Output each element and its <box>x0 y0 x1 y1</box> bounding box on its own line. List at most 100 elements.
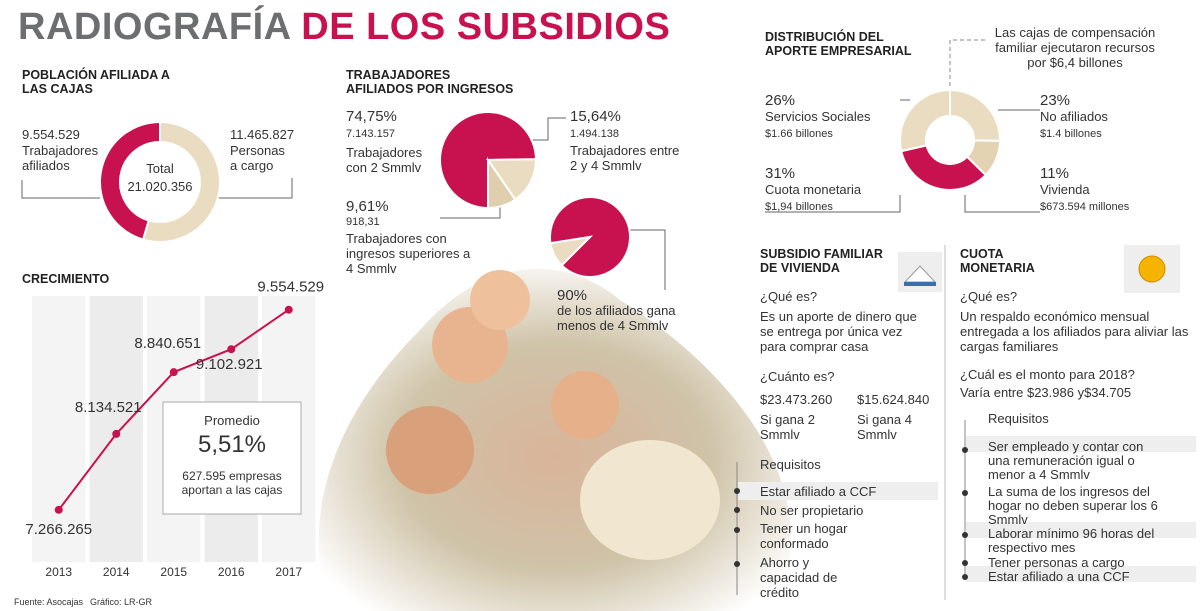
requirement: Ser empleado y contar con una remuneraci… <box>988 439 1144 482</box>
category-label: Servicios Sociales <box>765 109 871 124</box>
amount-label: $1.4 billones <box>1040 128 1102 140</box>
connector <box>530 117 566 141</box>
title: RADIOGRAFÍA DE LOS SUBSIDIOS <box>18 6 670 49</box>
x-tick-label: 2015 <box>160 565 187 579</box>
value-label: 9.554.529 <box>22 127 80 142</box>
bullet <box>962 532 968 538</box>
req-band <box>966 522 1196 538</box>
connector <box>964 195 1040 213</box>
amount-text: Si gana 4 Smmlv <box>857 412 912 442</box>
callout-box <box>162 401 302 515</box>
photo-face <box>470 270 530 330</box>
req-band <box>966 436 1196 452</box>
connectors <box>21 99 1040 290</box>
value-label: 8.134.521 <box>75 399 142 416</box>
requirement: Laborar mínimo 96 horas del respectivo m… <box>988 526 1155 555</box>
req-band <box>738 482 938 500</box>
bullet <box>962 574 968 580</box>
question: ¿Qué es? <box>960 289 1018 304</box>
point <box>227 345 236 354</box>
connector <box>21 180 100 199</box>
value-label: 9.554.529 <box>257 279 324 296</box>
connector <box>440 206 501 219</box>
point <box>54 505 63 514</box>
connector <box>218 178 293 199</box>
title-part: RADIOGRAFÍA <box>18 6 291 48</box>
question: ¿Cuánto es? <box>760 369 835 384</box>
note-connector <box>949 39 985 88</box>
x-tick-label: 2016 <box>218 565 245 579</box>
connector <box>765 195 901 213</box>
category-label: Trabajadores afiliados <box>22 143 99 173</box>
requirements-title: Requisitos <box>988 411 1049 426</box>
bullet <box>734 507 740 513</box>
requirement: No ser propietario <box>760 503 864 518</box>
slice <box>141 120 221 243</box>
source: Fuente: Asocajas <box>14 597 84 607</box>
chart-title: CRECIMIENTO <box>22 272 110 286</box>
question: ¿Cuál es el monto para 2018? <box>960 367 1135 382</box>
column-band <box>32 296 86 562</box>
requirement: Estar afiliado a una CCF <box>988 569 1130 584</box>
point <box>284 305 293 314</box>
category-label: Trabajadores entre 2 y 4 Smmlv <box>570 143 680 173</box>
center-value: 21.020.356 <box>127 179 193 194</box>
category-label: Trabajadores con ingresos superiores a 4… <box>346 231 471 276</box>
bullets <box>734 447 968 580</box>
callout-title: Promedio <box>204 413 260 428</box>
value-label: 31% <box>765 165 796 182</box>
value-label: 11% <box>1040 165 1069 182</box>
category-label: Cuota monetaria <box>765 182 862 197</box>
x-tick-label: 2014 <box>103 565 130 579</box>
house-icon-base <box>904 282 936 286</box>
requirement: Ahorro y capacidad de crédito <box>760 555 838 600</box>
amount-text: Si gana 2 Smmlv <box>760 412 815 442</box>
amount-label: $673.594 millones <box>1040 201 1130 213</box>
bullet <box>734 488 740 494</box>
slice <box>549 235 593 267</box>
requirement: Tener personas a cargo <box>988 555 1125 570</box>
category-label: de los afiliados gana menos de 4 Smmlv <box>557 303 676 333</box>
connector <box>625 229 666 290</box>
point <box>169 368 178 377</box>
value-label: 8.840.651 <box>134 335 201 352</box>
column-band <box>89 296 143 562</box>
requirement: Tener un hogar conformado <box>760 521 848 551</box>
bullet <box>962 447 968 453</box>
answer: Es un aporte de dinero que se entrega po… <box>760 309 917 354</box>
value-label: 9,61% <box>346 198 389 215</box>
value-label: 9.102.921 <box>196 356 263 373</box>
chart-title: DISTRIBUCIÓN DEL APORTE EMPRESARIAL <box>765 30 912 59</box>
amount-label: $1.66 billones <box>765 128 833 140</box>
value-label: 15,64% <box>570 108 621 125</box>
bullet <box>734 527 740 533</box>
bullet <box>962 490 968 496</box>
title-part: DE LOS SUBSIDIOS <box>301 6 671 48</box>
req-band <box>966 566 1196 582</box>
center-label: Total <box>146 161 174 176</box>
credit: Gráfico: LR-GR <box>90 597 153 607</box>
requirement: Estar afiliado a CCF <box>760 484 877 499</box>
requirements-title: Requisitos <box>760 457 821 472</box>
value-label: 74,75% <box>346 108 397 125</box>
x-tick-label: 2017 <box>275 565 302 579</box>
photo-dog <box>580 440 720 560</box>
value-label: 7.266.265 <box>25 521 92 538</box>
section-title: SUBSIDIO FAMILIAR DE VIVIENDA <box>760 247 883 276</box>
count-label: 7.143.157 <box>346 128 395 140</box>
section-title: CUOTA MONETARIA <box>960 247 1035 276</box>
category-label: Trabajadores con 2 Smmlv <box>346 145 423 175</box>
question: ¿Qué es? <box>760 289 818 304</box>
slice <box>899 88 951 153</box>
value-label: 11.465.827 <box>230 127 295 142</box>
slice <box>99 120 161 241</box>
category-label: Vivienda <box>1040 182 1090 197</box>
category-label: Personas a cargo <box>230 143 285 173</box>
callout-value: 5,51% <box>197 431 267 458</box>
slice <box>487 156 517 210</box>
slice <box>900 144 988 191</box>
bullet <box>962 560 968 566</box>
point <box>112 429 121 438</box>
